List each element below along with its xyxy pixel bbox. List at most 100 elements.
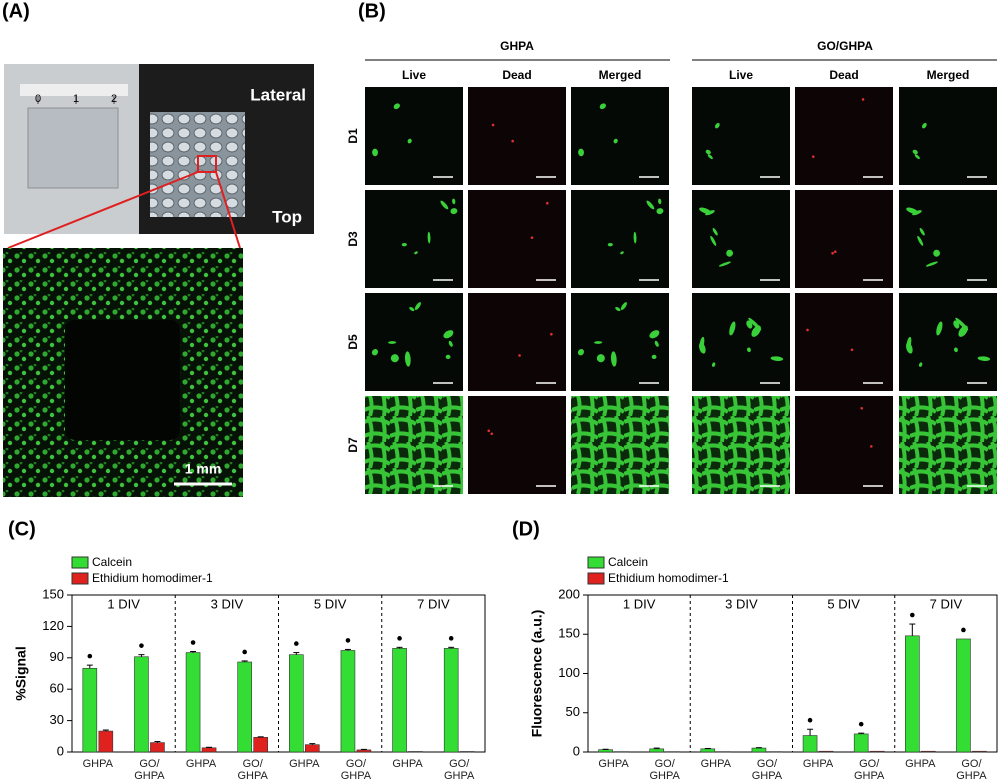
column-header: Dead	[829, 68, 858, 82]
panel-label: (C)	[8, 518, 36, 540]
cell	[861, 98, 865, 101]
group-header: GHPA	[500, 39, 534, 53]
ruler-number: 0	[35, 93, 41, 105]
zoom-box	[197, 155, 217, 173]
row-label: D7	[346, 437, 360, 453]
row-label: D1	[346, 128, 360, 144]
y-tick-label: 150	[558, 626, 580, 641]
legend-label: Calcein	[608, 555, 648, 569]
cell	[658, 198, 662, 205]
cell	[615, 306, 621, 312]
column-header: Dead	[502, 68, 531, 82]
ruler-ticks	[37, 96, 115, 104]
y-axis-title: %Signal	[13, 646, 29, 700]
x-tick-label: GO/GHPA	[650, 758, 681, 782]
ruler-number: 2	[111, 93, 117, 105]
cell	[487, 429, 491, 433]
cell	[414, 302, 421, 311]
cell	[491, 123, 495, 127]
column-header: Live	[402, 68, 426, 82]
cell	[936, 321, 943, 336]
cell	[440, 200, 449, 210]
cell	[933, 249, 940, 257]
row-label: D3	[346, 231, 360, 247]
cell	[811, 155, 815, 158]
x-tick-label: GO/GHPA	[854, 758, 885, 782]
cell	[712, 227, 718, 236]
cell	[806, 328, 809, 332]
x-tick-label: GHPA	[598, 758, 629, 770]
cell	[651, 354, 657, 360]
micrograph	[899, 396, 997, 494]
cell	[443, 330, 454, 339]
bar	[340, 650, 356, 753]
cell	[401, 242, 407, 247]
micrograph	[365, 87, 463, 185]
legend-swatch	[71, 556, 89, 569]
cell	[518, 354, 521, 357]
cell	[707, 154, 713, 160]
bar	[134, 656, 149, 753]
significance-dot	[910, 612, 915, 618]
cell	[596, 354, 605, 363]
cell	[914, 154, 920, 160]
y-tick-label: 0	[57, 743, 64, 758]
group-label: 1 DIV	[107, 596, 140, 611]
group-label: 7 DIV	[417, 596, 450, 611]
cell	[747, 347, 751, 353]
significance-dot	[961, 627, 966, 633]
cell	[577, 349, 585, 356]
y-tick-label: 150	[42, 586, 64, 601]
micrograph	[692, 190, 790, 288]
cell	[490, 432, 494, 436]
cell	[718, 261, 731, 267]
cell	[656, 208, 664, 215]
bar	[150, 742, 165, 753]
cell	[918, 362, 923, 367]
x-tick-label: GO/GHPA	[238, 758, 269, 782]
group-label: 3 DIV	[211, 596, 244, 611]
micrograph	[468, 396, 566, 494]
micrograph	[692, 396, 790, 494]
bar	[253, 737, 268, 753]
cell	[715, 122, 720, 129]
y-tick-label: 120	[42, 618, 64, 633]
bar	[818, 750, 834, 753]
x-tick-label: GO/GHPA	[341, 758, 372, 782]
x-tick-label: GHPA	[905, 758, 936, 770]
bar	[649, 748, 664, 753]
x-tick-label: GHPA	[289, 758, 320, 770]
bar	[237, 661, 252, 753]
cell	[599, 103, 606, 110]
significance-dot	[807, 717, 813, 723]
bar	[869, 750, 885, 753]
legend-label: Calcein	[92, 555, 132, 569]
cell	[607, 242, 613, 247]
cell	[917, 235, 924, 246]
cell	[620, 251, 624, 255]
significance-dot	[858, 721, 864, 727]
pore	[65, 320, 180, 440]
bar	[751, 747, 767, 753]
cell	[409, 306, 415, 312]
micrograph	[899, 87, 997, 185]
group-label: 5 DIV	[314, 596, 347, 611]
cell	[746, 320, 753, 329]
micrograph	[571, 396, 669, 494]
cell	[748, 317, 762, 331]
bar	[185, 652, 201, 753]
y-tick-label: 100	[558, 665, 580, 680]
ruler	[20, 84, 128, 96]
cell	[833, 250, 837, 254]
cell	[912, 149, 918, 155]
bar	[201, 747, 217, 753]
y-tick-label: 60	[50, 681, 64, 696]
x-tick-label: GO/GHPA	[752, 758, 783, 782]
group-label: 1 DIV	[623, 596, 656, 611]
cell	[613, 138, 618, 144]
micrograph	[795, 190, 893, 288]
group-label: 7 DIV	[930, 596, 963, 611]
cell	[770, 356, 784, 361]
cell	[925, 261, 938, 267]
